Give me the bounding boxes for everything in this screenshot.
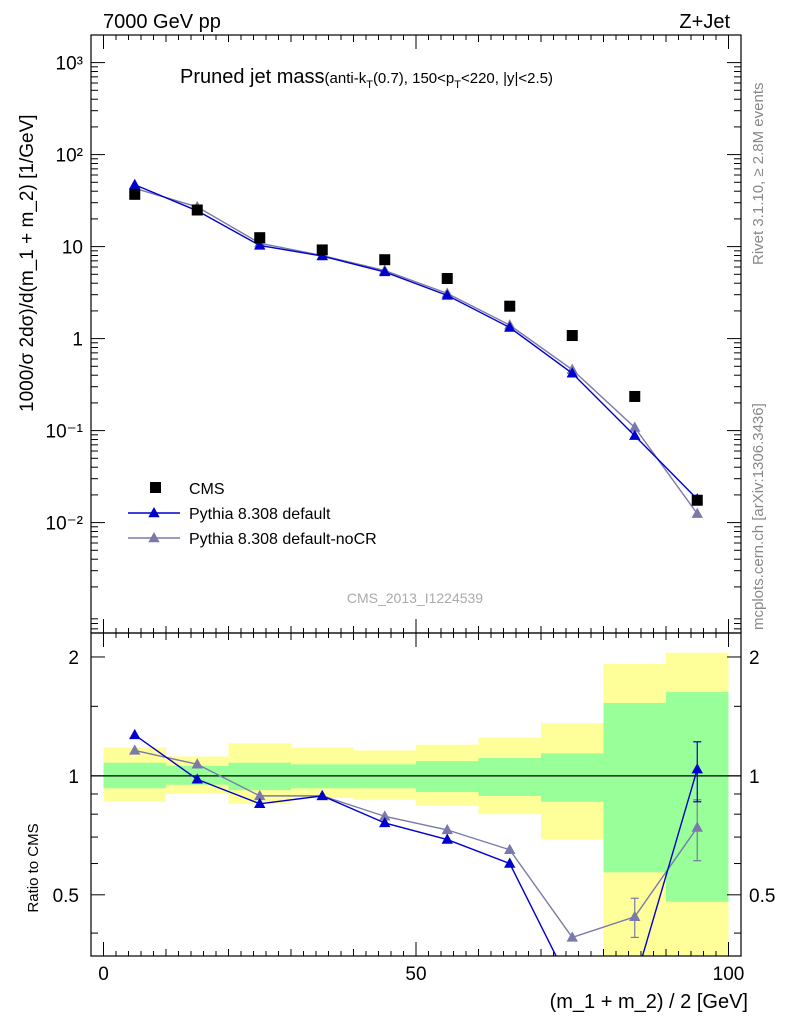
header-right: Z+Jet <box>679 11 730 33</box>
top-axis-ticks: 10⁻² 10⁻¹ 1 10 10² 10³ <box>46 35 741 633</box>
cms-point-0 <box>129 188 141 200</box>
cms-point-6 <box>504 300 516 312</box>
top-ytick-label-3: 10 <box>62 238 83 259</box>
mcplots-label: mcplots.cern.ch [arXiv:1306.3436] <box>750 403 767 630</box>
ratio-0-point-5 <box>441 833 453 844</box>
title-sub-d: T <box>454 79 461 91</box>
ratio-ytick-label-left-1: 1 <box>68 767 79 788</box>
ratio-1-point-0 <box>129 744 141 755</box>
band-stat-7 <box>541 753 604 802</box>
ratio-series-clipped <box>129 728 703 986</box>
ratio-0-point-2 <box>254 797 266 808</box>
ratio-ylabel: Ratio to CMS <box>25 823 42 912</box>
series-2-point-8 <box>629 421 641 432</box>
series-1-point-8 <box>629 429 641 440</box>
top-ytick-label-4: 10² <box>56 146 83 167</box>
ratio-frame <box>90 632 742 957</box>
ratio-ytick-label-right-2: 2 <box>749 648 760 669</box>
legend-label-0: CMS <box>189 481 225 498</box>
series-2-point-9 <box>691 507 703 518</box>
ratio-1-point-9 <box>691 821 703 832</box>
ratio-ytick-label-left-2: 2 <box>68 648 79 669</box>
title-sub-b: T <box>366 79 373 91</box>
ratio-1-point-4 <box>379 810 391 821</box>
ratio-line-1 <box>134 749 698 939</box>
series-1-point-2 <box>254 239 266 250</box>
series-1-point-0 <box>129 178 141 189</box>
header-left: 7000 GeV pp <box>103 11 221 33</box>
cms-point-8 <box>629 390 641 402</box>
bottom-axis-ticks: 0.5 0.5 1 1 2 2 0 50 100 <box>53 633 775 985</box>
ratio-ytick-label-left-0: 0.5 <box>53 886 79 907</box>
cms-point-5 <box>441 273 453 285</box>
top-ylabel: 1000/σ 2dσ)/d(m_1 + m_2) [1/GeV] <box>17 114 38 412</box>
legend-marker-0 <box>150 482 161 493</box>
legend-marker-1 <box>148 507 160 518</box>
band-stat-5 <box>416 761 479 793</box>
ratio-1-point-7 <box>566 931 578 942</box>
cms-point-3 <box>316 244 328 256</box>
cms-point-7 <box>566 330 578 342</box>
cms-point-4 <box>379 254 391 266</box>
legend: CMS Pythia 8.308 default Pythia 8.308 defa… <box>128 481 377 548</box>
band-stat-6 <box>478 757 541 796</box>
ratio-0-point-8 <box>629 976 640 986</box>
xtick-label-1: 50 <box>405 964 426 985</box>
top-ytick-label-2: 1 <box>72 330 83 351</box>
series-line-1 <box>134 184 698 500</box>
ratio-1-point-2 <box>254 789 266 801</box>
title-main: Pruned jet mass <box>180 66 325 88</box>
top-series <box>129 178 703 518</box>
ratio-1-point-5 <box>441 823 453 835</box>
series-1-point-4 <box>379 265 391 277</box>
cms-point-1 <box>191 204 203 216</box>
legend-marker-2 <box>148 532 160 543</box>
ratio-0-point-1 <box>191 773 203 784</box>
legend-label-1: Pythia 8.308 default <box>189 506 331 523</box>
ratio-0-point-9 <box>691 763 703 774</box>
top-ytick-label-0: 10⁻² <box>46 514 84 535</box>
ratio-0-point-4 <box>379 816 391 828</box>
ratio-1-point-6 <box>504 843 516 854</box>
ratio-1-point-1 <box>191 758 203 769</box>
ratio-series <box>129 728 703 986</box>
xtick-label-0: 0 <box>98 964 109 985</box>
legend-label-2: Pythia 8.308 default-noCR <box>189 531 377 548</box>
ratio-ytick-label-right-0: 0.5 <box>749 886 775 907</box>
cms-point-2 <box>254 232 266 244</box>
uncertainty-bands <box>91 652 741 956</box>
ratio-ytick-label-right-1: 1 <box>749 767 760 788</box>
svg-text:Pruned jet mass(anti-kT(0.7),: Pruned jet mass(anti-kT(0.7), 150<pT<220… <box>180 66 553 91</box>
band-stat-8 <box>603 702 666 873</box>
ratio-1-point-8 <box>629 910 641 921</box>
series-1-point-5 <box>441 289 453 300</box>
series-1-point-7 <box>566 367 578 378</box>
ratio-0-point-0 <box>129 728 141 740</box>
series-1-point-6 <box>504 321 516 332</box>
plot-title: Pruned jet mass(anti-kT(0.7), 150<pT<220… <box>180 66 553 91</box>
ratio-0-point-6 <box>504 857 516 868</box>
rivet-label: Rivet 3.1.10, ≥ 2.8M events <box>750 83 767 266</box>
ratio-0-point-3 <box>316 789 328 801</box>
ratio-line-0 <box>134 734 698 956</box>
title-sub-e: <220, |y|<2.5) <box>461 70 553 87</box>
title-sub-a: (anti-k <box>325 70 367 87</box>
top-ytick-label-5: 10³ <box>56 54 83 75</box>
xtick-label-2: 100 <box>713 964 745 985</box>
title-sub-c: (0.7), 150<p <box>373 70 454 87</box>
top-ytick-label-1: 10⁻¹ <box>46 422 84 443</box>
series-line-2 <box>134 187 698 515</box>
xlabel: (m_1 + m_2) / 2 [GeV] <box>550 991 748 1013</box>
analysis-watermark: CMS_2013_I1224539 <box>347 590 483 606</box>
cms-point-9 <box>691 494 703 506</box>
